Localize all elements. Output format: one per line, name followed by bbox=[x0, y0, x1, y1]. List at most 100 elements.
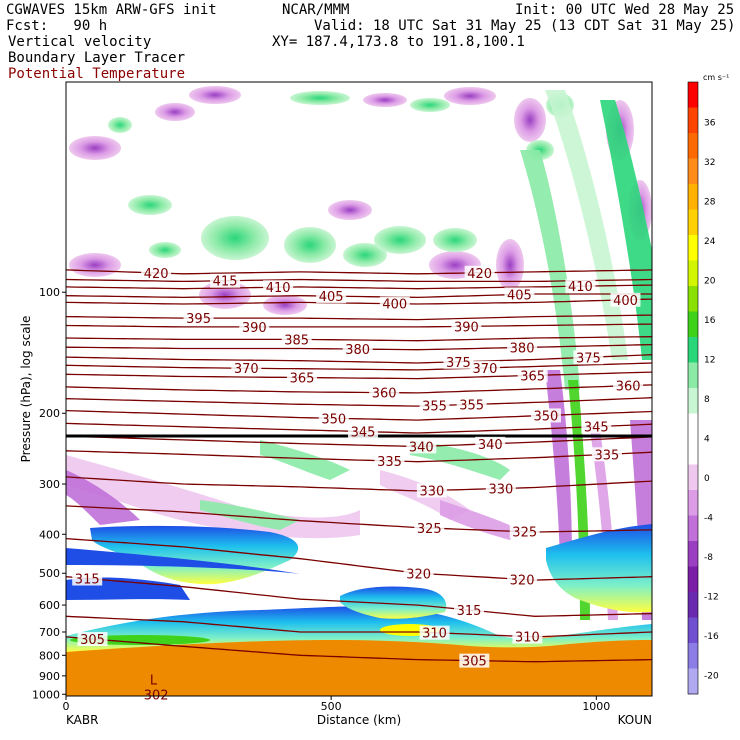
theta-contour-340 bbox=[66, 435, 652, 448]
theta-label-355-1: 355 bbox=[459, 398, 484, 413]
theta-label-bg-365-1 bbox=[517, 368, 548, 383]
theta-label-bg-410-1 bbox=[565, 279, 596, 294]
theta-label-bg-370-0 bbox=[231, 361, 262, 376]
plot-frame bbox=[65, 81, 653, 697]
theta-label-420-0: 420 bbox=[144, 267, 169, 282]
colorbar-swatch-0 bbox=[688, 82, 698, 108]
theta-contour-405 bbox=[66, 293, 652, 299]
theta-label-bg-380-0 bbox=[342, 342, 373, 357]
theta-label-bg-310-0 bbox=[419, 625, 450, 640]
theta-label-320-0: 320 bbox=[406, 567, 431, 582]
theta-label-bg-315-1 bbox=[454, 603, 485, 618]
colorbar-swatch-11 bbox=[688, 362, 698, 389]
theta-label-375-0: 375 bbox=[446, 356, 471, 371]
theta-contour-320 bbox=[66, 537, 652, 581]
velocity-cell-4 bbox=[290, 91, 350, 105]
x-axis-label: Distance (km) bbox=[317, 713, 401, 727]
theta-label-400-0: 400 bbox=[382, 298, 407, 313]
theta-contour-305 bbox=[66, 636, 652, 663]
tracer-elevated-layer-4 bbox=[546, 524, 652, 613]
theta-label-bg-400-0 bbox=[379, 296, 410, 311]
y-tick-label-3: 400 bbox=[39, 528, 60, 541]
theta-label-310-0: 310 bbox=[422, 627, 447, 642]
colorbar-label-6: 12 bbox=[704, 355, 715, 365]
velocity-cell-7 bbox=[444, 87, 496, 105]
velocity-cell-13 bbox=[374, 226, 426, 254]
theta-label-bg-355-1 bbox=[456, 397, 487, 412]
colorbar-swatch-10 bbox=[688, 337, 698, 363]
velocity-cell-25 bbox=[263, 295, 307, 315]
theta-contour-370 bbox=[66, 362, 652, 371]
colorbar-swatch-22 bbox=[688, 643, 698, 669]
theta-contour-355 bbox=[66, 397, 652, 407]
theta-contour-385 bbox=[66, 336, 652, 342]
velocity-cell-12 bbox=[328, 200, 372, 220]
colorbar-label-10: -4 bbox=[704, 513, 713, 523]
theta-label-310-1: 310 bbox=[515, 631, 540, 646]
theta-label-390-0: 390 bbox=[242, 321, 267, 336]
theta-label-350-0: 350 bbox=[321, 412, 346, 427]
y-tick-label-8: 900 bbox=[39, 670, 60, 683]
theta-label-bg-360-1 bbox=[613, 378, 644, 393]
theta-label-bg-335-1 bbox=[591, 447, 622, 462]
colorbar: 36 32 28 24 20 16 12 8 4 0 -4 -8 -12 -16 -20 cm s⁻¹ bbox=[687, 73, 729, 695]
theta-label-bg-420-1 bbox=[464, 265, 495, 280]
y-tick-label-0: 100 bbox=[39, 286, 60, 299]
theta-label-bg-305-1 bbox=[459, 653, 490, 668]
theta-label-360-0: 360 bbox=[372, 387, 397, 402]
field-boundary-layer-tracer: Boundary Layer Tracer bbox=[8, 50, 186, 66]
theta-label-395-0: 395 bbox=[186, 312, 211, 327]
theta-contour-325 bbox=[66, 505, 652, 533]
x-tick-label-1: 500 bbox=[321, 700, 342, 713]
theta-contour-390 bbox=[66, 323, 652, 328]
theta-label-405-0: 405 bbox=[319, 290, 344, 305]
field-potential-temperature: Potential Temperature bbox=[8, 66, 186, 82]
theta-label-315-1: 315 bbox=[457, 604, 482, 619]
theta-label-bg-405-0 bbox=[316, 289, 347, 304]
velocity-cell-8 bbox=[201, 216, 269, 260]
theta-label-415-0: 415 bbox=[213, 275, 238, 290]
colorbar-swatch-9 bbox=[688, 311, 698, 338]
header-model-title: CGWAVES 15km ARW-GFS init bbox=[6, 2, 217, 18]
y-axis-label: Pressure (hPa), log scale bbox=[19, 316, 33, 463]
velocity-cell-1 bbox=[108, 117, 132, 133]
theta-label-bg-375-0 bbox=[443, 354, 474, 369]
theta-label-380-0: 380 bbox=[345, 343, 370, 358]
theta-label-315-0: 315 bbox=[75, 572, 100, 587]
y-tick-label-1: 200 bbox=[39, 407, 60, 420]
theta-label-bg-345-1 bbox=[581, 419, 612, 434]
colorbar-label-3: 24 bbox=[704, 237, 716, 247]
theta-label-305-1: 305 bbox=[462, 655, 487, 670]
theta-label-410-1: 410 bbox=[568, 280, 593, 295]
theta-label-360-1: 360 bbox=[616, 380, 641, 395]
y-tick-label-2: 300 bbox=[39, 478, 60, 491]
theta-label-325-1: 325 bbox=[512, 526, 537, 541]
theta-label-340-0: 340 bbox=[409, 440, 434, 455]
theta-label-330-0: 330 bbox=[420, 484, 445, 499]
colorbar-swatch-16 bbox=[688, 490, 698, 516]
y-tick-label-9: 1000 bbox=[32, 688, 60, 701]
theta-label-bg-400-1 bbox=[610, 292, 641, 307]
theta-label-bg-315-0 bbox=[72, 571, 103, 586]
colorbar-swatch-13 bbox=[688, 413, 698, 440]
theta-label-bg-350-1 bbox=[530, 408, 561, 423]
theta-label-bg-325-0 bbox=[414, 521, 445, 536]
colorbar-label-0: 36 bbox=[704, 118, 716, 128]
theta-label-bg-340-1 bbox=[475, 436, 506, 451]
tracer-elevated-layer-1 bbox=[90, 525, 299, 585]
theta-contour-310 bbox=[66, 615, 652, 638]
colorbar-label-9: 0 bbox=[704, 474, 710, 484]
tracer-elevated-layer-1b bbox=[66, 548, 300, 574]
theta-contour-315 bbox=[66, 576, 652, 617]
theta-contour-360 bbox=[66, 384, 652, 394]
contour-labels: 420 420 415 410 410 405 405 400 400 395 390 390 385 3… bbox=[72, 265, 644, 703]
colorbar-label-5: 16 bbox=[704, 316, 716, 326]
theta-label-bg-345-0 bbox=[347, 424, 378, 439]
colorbar-units: cm s⁻¹ bbox=[703, 73, 729, 82]
theta-label-bg-415-0 bbox=[210, 273, 241, 288]
theta-label-390-1: 390 bbox=[454, 320, 479, 335]
theta-label-375-1: 375 bbox=[576, 351, 601, 366]
colorbar-label-12: -12 bbox=[704, 592, 719, 602]
colorbar-label-8: 4 bbox=[704, 434, 710, 444]
